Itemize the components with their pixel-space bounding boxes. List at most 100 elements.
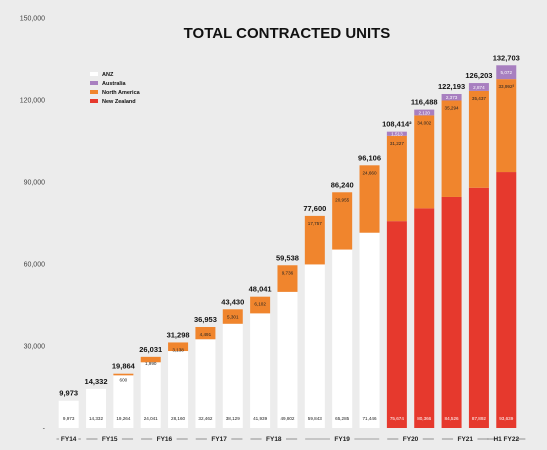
x-group-label: FY20 [403, 436, 419, 443]
segment-label: 9,973 [63, 416, 75, 421]
y-tick-label: 60,000 [24, 262, 46, 269]
bar-segment [359, 232, 380, 428]
segment-label: 35,437 [472, 96, 486, 101]
bar-total-label: 59,538 [276, 253, 299, 262]
bar-total-label: 19,864 [112, 362, 136, 371]
bar-total-label: 31,298 [167, 330, 190, 339]
bar-total-label: 9,973 [59, 389, 78, 398]
segment-label: 17,757 [308, 221, 322, 226]
y-tick-label: 30,000 [24, 344, 46, 351]
x-group-label: FY17 [211, 436, 227, 443]
bar-total-label: 77,600 [303, 204, 326, 213]
segment-label: 28,160 [171, 416, 185, 421]
bars-layer: 9,973 9,973 14,332 14,332 19,264 600 19,864 24,… [58, 53, 520, 428]
y-tick-label: 90,000 [24, 180, 46, 187]
segment-label: 41,939 [253, 416, 267, 421]
bar-total-label: 116,488 [411, 98, 438, 107]
bar-total-label: 43,430 [221, 297, 244, 306]
bar-segment [168, 351, 189, 428]
x-group-label: FY16 [157, 436, 173, 443]
segment-label: 24,660 [362, 170, 376, 175]
bar-segment [359, 165, 380, 233]
bar-segment [468, 187, 489, 428]
legend-swatch [90, 81, 98, 85]
bar-segment [441, 196, 462, 428]
bar-segment [414, 115, 435, 209]
chart-title: TOTAL CONTRACTED UNITS [184, 25, 391, 42]
segment-label: 5,301 [227, 314, 239, 319]
segment-label: 9,736 [282, 270, 294, 275]
bar-segment [222, 323, 243, 428]
bar-segment [386, 221, 407, 428]
segment-label: 71,446 [362, 416, 376, 421]
segment-label: 19,264 [116, 416, 130, 421]
bar-total-label: 36,953 [194, 315, 217, 324]
segment-label: 5,072 [501, 70, 513, 75]
bar-segment [277, 265, 298, 292]
x-group-label: H1 FY22 [493, 436, 519, 443]
legend: ANZ Australia North America New Zealand [90, 72, 141, 105]
x-group-label: FY18 [266, 436, 282, 443]
legend-label: New Zealand [102, 99, 136, 105]
bar-total-label: 132,703 [493, 53, 520, 62]
segment-label: 65,285 [335, 416, 349, 421]
bar-total-label: 86,240 [331, 180, 354, 189]
bar-segment [250, 296, 271, 314]
bar-segment [332, 192, 353, 250]
x-group-label: FY15 [102, 436, 118, 443]
segment-label: 33,992³ [498, 84, 514, 89]
bar-segment [496, 172, 517, 428]
segment-label: 38,129 [226, 416, 240, 421]
bar-segment [304, 264, 325, 428]
segment-label: 34,002 [417, 120, 431, 125]
segment-label: 84,526 [445, 416, 459, 421]
segment-label: 59,843 [308, 416, 322, 421]
y-tick-label: 120,000 [20, 98, 45, 105]
bar-segment [195, 326, 216, 340]
segment-label: 32,462 [198, 416, 212, 421]
bar-segment [58, 400, 79, 428]
bar-segment [496, 65, 517, 80]
bar-segment [468, 83, 489, 91]
segment-label: 20,955 [335, 197, 349, 202]
segment-label: 87,892 [472, 416, 486, 421]
x-axis: FY14 FY15 FY16 FY17 FY18 FY19 FY20 FY21 H1 FY22 [56, 436, 526, 443]
bar-total-label: 48,041 [249, 285, 272, 294]
legend-swatch [90, 99, 98, 103]
y-axis: - 30,000 60,000 90,000 120,000 150,000 [20, 16, 46, 433]
bar-segment [496, 79, 517, 173]
bar-segment [140, 356, 161, 363]
bar-segment [222, 309, 243, 324]
bar-segment [386, 131, 407, 136]
bar-segment [277, 291, 298, 428]
y-tick-label: - [43, 426, 46, 433]
segment-label: 2,373 [446, 95, 458, 100]
bar-total-label: 126,203 [465, 71, 492, 80]
bar-segment [250, 313, 271, 428]
legend-swatch [90, 72, 98, 76]
segment-label: 6,102 [254, 302, 266, 307]
segment-label: 35,294 [445, 105, 459, 110]
segment-label: 2,120 [418, 110, 430, 115]
segment-label: 3,138 [172, 347, 184, 352]
segment-label: 600 [120, 378, 128, 383]
bar-segment [86, 388, 107, 428]
y-tick-label: 150,000 [20, 16, 45, 23]
segment-label: 31,227 [390, 141, 404, 146]
bar-segment [414, 109, 435, 116]
bar-total-label: 96,106 [358, 153, 381, 162]
segment-label: 2,874 [473, 85, 485, 90]
x-group-label: FY19 [334, 436, 350, 443]
legend-label: ANZ [102, 72, 114, 78]
legend-label: North America [102, 90, 141, 96]
segment-label: 24,041 [144, 416, 158, 421]
x-group-label: FY21 [457, 436, 473, 443]
bar-segment [195, 339, 216, 428]
bar-segment [468, 90, 489, 188]
bar-segment [304, 215, 325, 265]
x-group-label: FY14 [61, 436, 77, 443]
bar-segment [386, 135, 407, 222]
bar-total-label: 122,193 [438, 82, 465, 91]
